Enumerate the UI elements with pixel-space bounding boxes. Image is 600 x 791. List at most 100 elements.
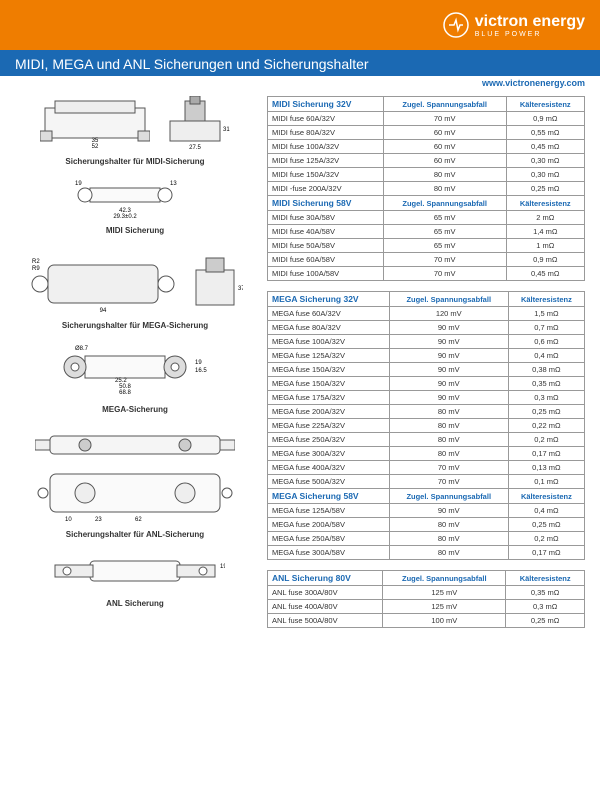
table-row: MIDI fuse 60A/58V70 mV0,9 mΩ xyxy=(268,253,585,267)
svg-text:62: 62 xyxy=(135,517,142,523)
cell-name: MEGA fuse 60A/32V xyxy=(268,307,390,321)
cell-cold: 0,4 mΩ xyxy=(508,349,584,363)
cell-drop: 90 mV xyxy=(389,349,508,363)
col-drop: Zugel. Spannungsabfall xyxy=(383,571,506,586)
cell-drop: 100 mV xyxy=(383,614,506,628)
svg-text:16.5: 16.5 xyxy=(195,368,207,374)
table-row: MIDI fuse 50A/58V65 mV1 mΩ xyxy=(268,239,585,253)
table-row: MIDI fuse 30A/58V65 mV2 mΩ xyxy=(268,211,585,225)
anl-fuse-diagram: 19 xyxy=(15,553,255,593)
svg-text:23: 23 xyxy=(95,517,102,523)
col-cold: Kälteresistenz xyxy=(506,97,584,112)
group-header: MEGA Sicherung 58V xyxy=(268,489,390,504)
anl-holder-caption: Sicherungshalter für ANL-Sicherung xyxy=(15,530,255,539)
anl-fuse-caption: ANL Sicherung xyxy=(15,599,255,608)
cell-drop: 80 mV xyxy=(389,546,508,560)
table-row: MEGA fuse 500A/32V70 mV0,1 mΩ xyxy=(268,475,585,489)
cell-drop: 70 mV xyxy=(383,253,506,267)
col-drop: Zugel. Spannungsabfall xyxy=(383,97,506,112)
svg-text:31: 31 xyxy=(223,127,230,133)
cell-name: MEGA fuse 300A/32V xyxy=(268,447,390,461)
cell-drop: 90 mV xyxy=(389,363,508,377)
spec-table: MIDI Sicherung 32VZugel. Spannungsabfall… xyxy=(267,96,585,281)
cell-drop: 65 mV xyxy=(383,211,506,225)
cell-name: MIDI fuse 60A/32V xyxy=(268,112,384,126)
cell-name: MEGA fuse 80A/32V xyxy=(268,321,390,335)
table-row: MIDI fuse 40A/58V65 mV1,4 mΩ xyxy=(268,225,585,239)
cell-cold: 0,1 mΩ xyxy=(508,475,584,489)
cell-drop: 70 mV xyxy=(389,461,508,475)
cell-drop: 90 mV xyxy=(389,504,508,518)
table-row: MEGA fuse 225A/32V80 mV0,22 mΩ xyxy=(268,419,585,433)
group-header: MEGA Sicherung 32V xyxy=(268,292,390,307)
cell-drop: 80 mV xyxy=(389,419,508,433)
website-url: www.victronenergy.com xyxy=(0,76,600,96)
cell-name: ANL fuse 400A/80V xyxy=(268,600,383,614)
table-row: MIDI fuse 150A/32V80 mV0,30 mΩ xyxy=(268,168,585,182)
midi-holder-diagram: 52 35 27.5 31 xyxy=(15,96,255,151)
cell-name: MEGA fuse 175A/32V xyxy=(268,391,390,405)
table-row: MEGA fuse 300A/32V80 mV0,17 mΩ xyxy=(268,447,585,461)
table-row: MIDI fuse 125A/32V60 mV0,30 mΩ xyxy=(268,154,585,168)
mega-holder-caption: Sicherungshalter für MEGA-Sicherung xyxy=(15,321,255,330)
cell-name: MIDI fuse 60A/58V xyxy=(268,253,384,267)
cell-drop: 80 mV xyxy=(389,433,508,447)
table-row: MIDI fuse 100A/58V70 mV0,45 mΩ xyxy=(268,267,585,281)
cell-cold: 0,35 mΩ xyxy=(508,377,584,391)
cell-cold: 0,2 mΩ xyxy=(508,433,584,447)
cell-drop: 80 mV xyxy=(389,405,508,419)
col-drop: Zugel. Spannungsabfall xyxy=(389,489,508,504)
table-row: ANL fuse 400A/80V125 mV0,3 mΩ xyxy=(268,600,585,614)
table-row: MEGA fuse 300A/58V80 mV0,17 mΩ xyxy=(268,546,585,560)
col-cold: Kälteresistenz xyxy=(508,292,584,307)
table-row: MEGA fuse 200A/32V80 mV0,25 mΩ xyxy=(268,405,585,419)
table-row: MIDI fuse 80A/32V60 mV0,55 mΩ xyxy=(268,126,585,140)
cell-drop: 60 mV xyxy=(383,140,506,154)
cell-drop: 60 mV xyxy=(383,154,506,168)
cell-name: MIDI fuse 50A/58V xyxy=(268,239,384,253)
table-row: MEGA fuse 60A/32V120 mV1,5 mΩ xyxy=(268,307,585,321)
cell-name: MEGA fuse 250A/32V xyxy=(268,433,390,447)
svg-text:R9: R9 xyxy=(32,266,40,272)
midi-fuse-diagram: 42.3 29.3±0.2 13 19 xyxy=(15,180,255,220)
cell-drop: 120 mV xyxy=(389,307,508,321)
cell-drop: 80 mV xyxy=(383,182,506,196)
col-drop: Zugel. Spannungsabfall xyxy=(389,292,508,307)
table-row: MEGA fuse 250A/32V80 mV0,2 mΩ xyxy=(268,433,585,447)
cell-name: MIDI fuse 80A/32V xyxy=(268,126,384,140)
cell-cold: 0,3 mΩ xyxy=(506,600,585,614)
cell-drop: 65 mV xyxy=(383,225,506,239)
cell-cold: 0,9 mΩ xyxy=(506,253,584,267)
table-row: MEGA fuse 175A/32V90 mV0,3 mΩ xyxy=(268,391,585,405)
mega-fuse-caption: MEGA-Sicherung xyxy=(15,405,255,414)
table-row: MEGA fuse 80A/32V90 mV0,7 mΩ xyxy=(268,321,585,335)
cell-cold: 0,25 mΩ xyxy=(506,182,584,196)
cell-drop: 60 mV xyxy=(383,126,506,140)
svg-text:35: 35 xyxy=(92,138,99,144)
cell-name: ANL fuse 500A/80V xyxy=(268,614,383,628)
cell-drop: 80 mV xyxy=(389,447,508,461)
table-row: ANL fuse 500A/80V100 mV0,25 mΩ xyxy=(268,614,585,628)
header-bar: victron energy BLUE POWER xyxy=(0,0,600,50)
col-cold: Kälteresistenz xyxy=(508,489,584,504)
spec-table: MEGA Sicherung 32VZugel. Spannungsabfall… xyxy=(267,291,585,560)
brand-name: victron energy xyxy=(475,13,585,30)
svg-text:25.2: 25.2 xyxy=(115,378,127,384)
spec-table: ANL Sicherung 80VZugel. SpannungsabfallK… xyxy=(267,570,585,628)
cell-name: MEGA fuse 225A/32V xyxy=(268,419,390,433)
cell-drop: 80 mV xyxy=(383,168,506,182)
cell-drop: 125 mV xyxy=(383,586,506,600)
group-header: MIDI Sicherung 32V xyxy=(268,97,384,112)
svg-text:R2: R2 xyxy=(32,259,40,265)
cell-name: MEGA fuse 500A/32V xyxy=(268,475,390,489)
cell-name: MIDI fuse 30A/58V xyxy=(268,211,384,225)
anl-holder-top-diagram: 10 23 62 xyxy=(15,469,255,524)
table-row: MEGA fuse 100A/32V90 mV0,6 mΩ xyxy=(268,335,585,349)
cell-drop: 125 mV xyxy=(383,600,506,614)
group-header: MIDI Sicherung 58V xyxy=(268,196,384,211)
cell-name: ANL fuse 300A/80V xyxy=(268,586,383,600)
table-row: ANL fuse 300A/80V125 mV0,35 mΩ xyxy=(268,586,585,600)
cell-drop: 80 mV xyxy=(389,518,508,532)
cell-drop: 70 mV xyxy=(389,475,508,489)
col-cold: Kälteresistenz xyxy=(506,196,584,211)
